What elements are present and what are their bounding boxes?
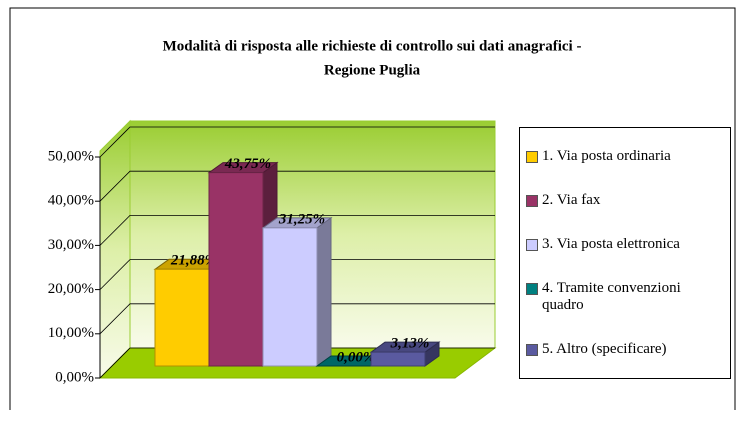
legend-label: 1. Via posta ordinaria xyxy=(542,147,671,164)
grid-line xyxy=(99,126,495,158)
legend-label: 3. Via posta elettronica xyxy=(542,235,680,252)
grid-line xyxy=(99,170,495,202)
legend-item: 1. Via posta ordinaria xyxy=(526,148,724,165)
chart-border xyxy=(9,7,736,410)
legend-swatch xyxy=(526,150,538,163)
legend-label: 4. Tramite convenzioni quadro xyxy=(542,280,681,314)
grid-line xyxy=(99,215,495,246)
data-label: 3,13% xyxy=(390,336,430,352)
legend-label: 5. Altro (specificare) xyxy=(542,341,667,358)
legend-item: 5. Altro (specificare) xyxy=(526,341,724,358)
grid-line xyxy=(99,259,495,290)
y-tick-label: 30,00% xyxy=(48,237,94,253)
y-tick-label: 0,00% xyxy=(55,369,94,385)
y-tick-label: 50,00% xyxy=(48,148,94,164)
data-label: 43,75% xyxy=(224,156,271,172)
grid-line xyxy=(99,303,495,335)
bar xyxy=(370,351,426,367)
data-label: 0,00% xyxy=(337,349,376,365)
legend-item: 4. Tramite convenzioni quadro xyxy=(526,280,724,314)
bar xyxy=(208,172,264,367)
legend-swatch xyxy=(526,344,538,357)
y-tick-label: 10,00% xyxy=(48,325,94,341)
legend-item: 3. Via posta elettronica xyxy=(526,236,724,253)
y-tick-label: 20,00% xyxy=(48,281,94,297)
legend-swatch xyxy=(526,283,538,296)
bar xyxy=(262,227,318,367)
legend-swatch xyxy=(526,238,538,251)
legend-label: 2. Via fax xyxy=(542,191,601,208)
y-tick-label: 40,00% xyxy=(48,193,94,209)
legend-item: 2. Via fax xyxy=(526,192,724,209)
data-label: 31,25% xyxy=(278,211,325,227)
legend-swatch xyxy=(526,194,538,207)
grid-line xyxy=(99,347,495,379)
bar-side xyxy=(316,216,332,367)
data-label: 21,88% xyxy=(170,253,217,269)
side-wall xyxy=(99,119,131,380)
bar xyxy=(154,268,210,367)
legend: 1. Via posta ordinaria 2. Via fax 3. Via p… xyxy=(519,127,731,379)
chart-title: Regione Puglia xyxy=(324,62,421,78)
chart-title: Modalità di risposta alle richieste di c… xyxy=(163,38,582,54)
